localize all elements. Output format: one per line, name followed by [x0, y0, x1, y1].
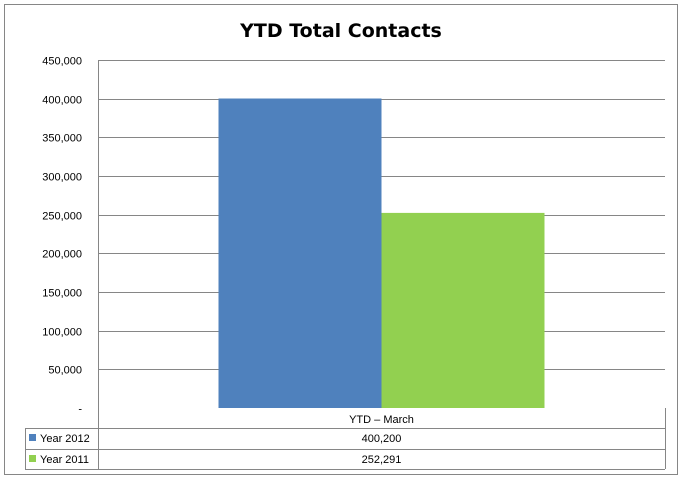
chart-title: YTD Total Contacts [239, 20, 442, 42]
y-axis-ticks: - 50,000 100,000 150,000 200,000 250,000 300,0… [42, 56, 82, 416]
legend-label: Year 2012 [40, 433, 90, 445]
y-tick-label: 350,000 [42, 133, 82, 145]
data-label: 400,200 [362, 433, 402, 445]
y-tick-label: 250,000 [42, 211, 82, 223]
bars [218, 98, 545, 409]
category-label: YTD – March [349, 414, 414, 426]
legend-swatch [29, 434, 36, 441]
legend-swatch [29, 455, 36, 462]
y-tick-label: - [78, 404, 82, 416]
bar-year-2011 [381, 212, 545, 408]
y-tick-label: 50,000 [48, 365, 82, 377]
y-tick-label: 450,000 [42, 56, 82, 68]
legend-label: Year 2011 [40, 454, 89, 466]
bar-year-2012 [218, 98, 382, 409]
data-table: YTD – March Year 2012 400,200 Year 2011 252,… [25, 408, 666, 470]
y-tick-label: 150,000 [42, 288, 82, 300]
y-tick-label: 100,000 [42, 327, 82, 339]
gridlines [98, 60, 665, 408]
data-label: 252,291 [362, 454, 402, 466]
y-tick-label: 400,000 [42, 95, 82, 107]
y-tick-label: 200,000 [42, 249, 82, 261]
y-tick-label: 300,000 [42, 172, 82, 184]
